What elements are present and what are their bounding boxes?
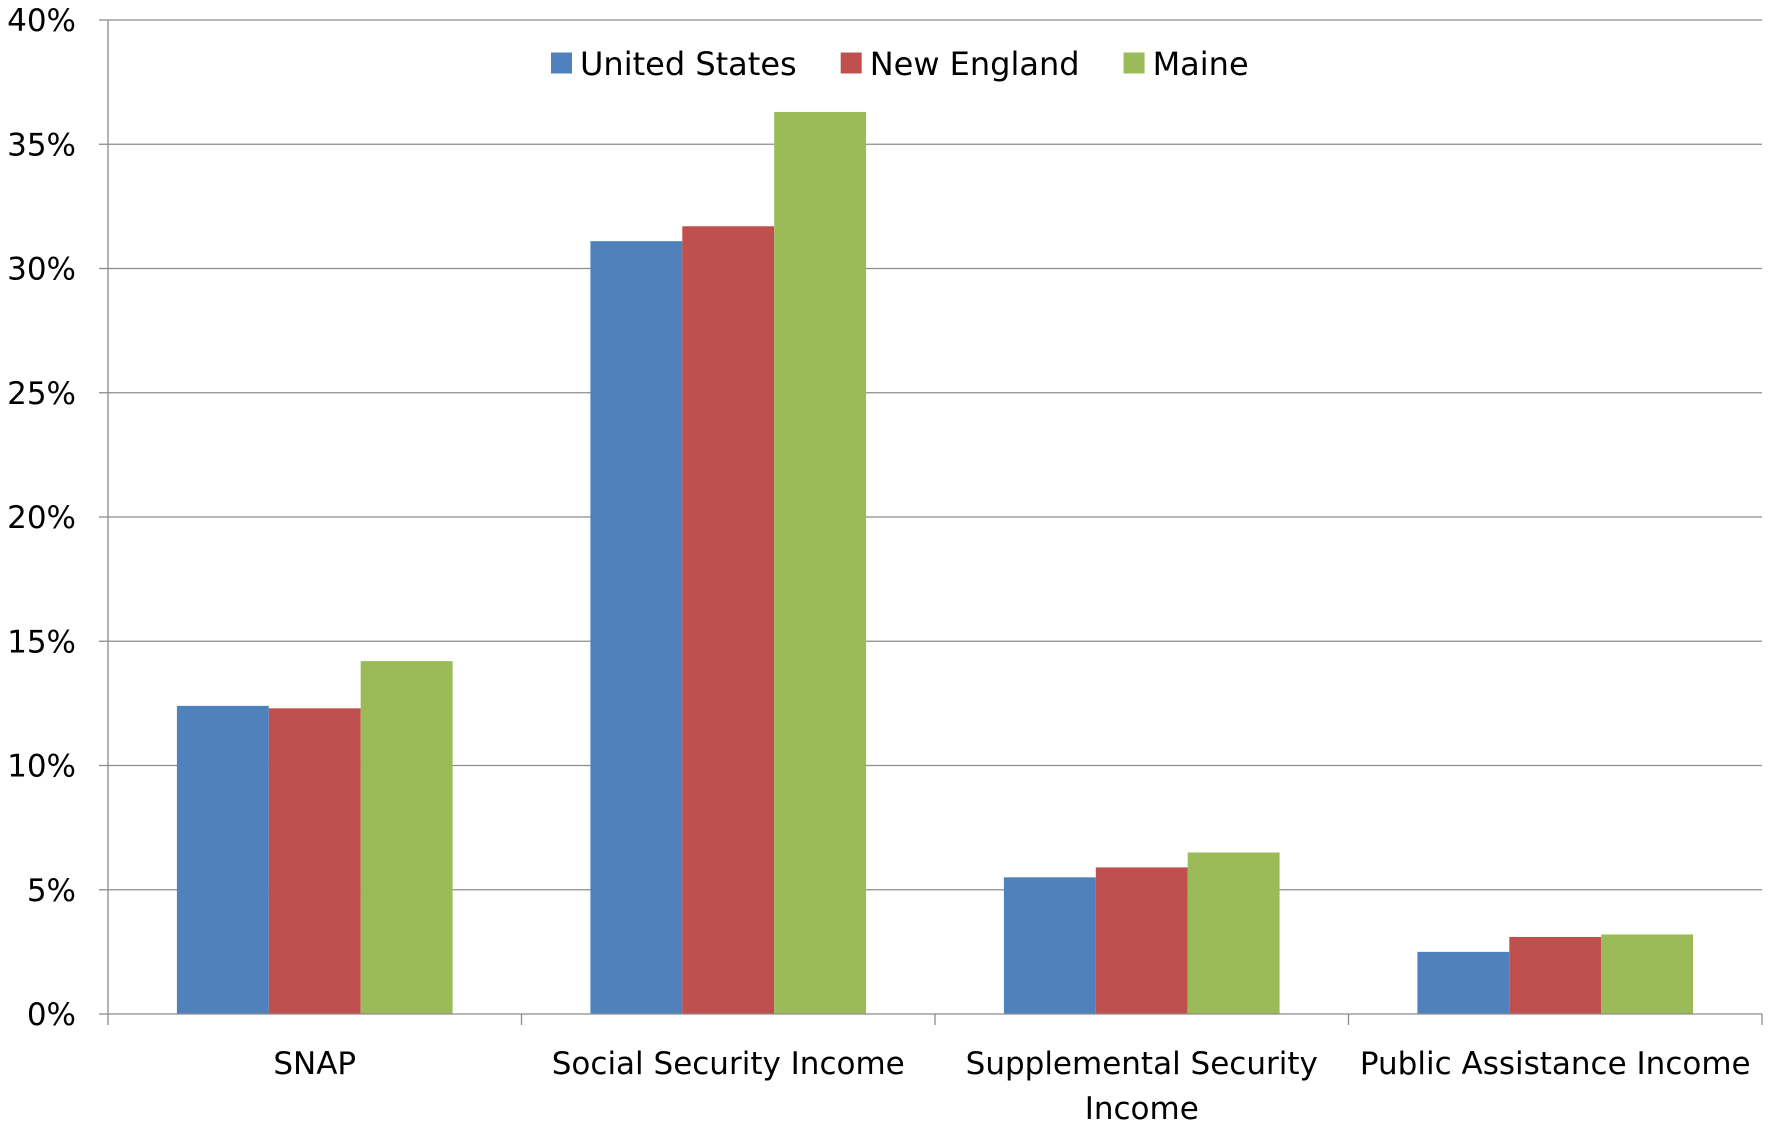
legend-swatch bbox=[551, 52, 572, 74]
y-tick-label: 10% bbox=[7, 749, 76, 785]
bar-new-england bbox=[268, 708, 361, 1014]
bar-maine bbox=[774, 111, 867, 1014]
legend-label: United States bbox=[580, 45, 797, 83]
x-tick-label: Public Assistance Income bbox=[1360, 1046, 1751, 1082]
bar-new-england bbox=[682, 226, 775, 1014]
y-tick-label: 5% bbox=[27, 873, 76, 909]
legend-label: New England bbox=[870, 45, 1080, 83]
bar-maine bbox=[1187, 852, 1280, 1014]
bar-maine bbox=[360, 661, 453, 1014]
y-tick-label: 0% bbox=[27, 997, 76, 1033]
bar-new-england bbox=[1509, 936, 1602, 1014]
x-tick-label: SNAP bbox=[273, 1046, 356, 1082]
legend-label: Maine bbox=[1153, 45, 1249, 83]
x-axis: SNAP Social Security Income Supplemental S… bbox=[107, 1013, 1763, 1122]
bar-united-states bbox=[176, 705, 269, 1014]
y-axis: 0% 5% 10% 15% 20% 25% 30% 35% 40% bbox=[7, 3, 109, 1033]
bar-united-states bbox=[1003, 877, 1096, 1014]
y-tick-label: 40% bbox=[7, 3, 76, 39]
legend-swatch bbox=[1123, 52, 1145, 74]
x-tick-label: Income bbox=[1085, 1091, 1199, 1122]
bar-new-england bbox=[1095, 867, 1188, 1014]
bars bbox=[176, 111, 1694, 1015]
x-tick-label: Supplemental Security bbox=[966, 1046, 1318, 1082]
y-tick-label: 30% bbox=[7, 252, 76, 288]
legend-swatch bbox=[840, 52, 862, 74]
y-tick-label: 25% bbox=[7, 376, 76, 412]
y-tick-label: 20% bbox=[7, 500, 76, 536]
bar-united-states bbox=[1417, 951, 1510, 1014]
legend: United States New England Maine bbox=[551, 45, 1249, 83]
bar-maine bbox=[1601, 934, 1694, 1014]
x-tick-label: Social Security Income bbox=[552, 1046, 905, 1082]
y-tick-label: 35% bbox=[7, 127, 76, 163]
y-tick-label: 15% bbox=[7, 624, 76, 660]
bar-united-states bbox=[590, 241, 683, 1015]
